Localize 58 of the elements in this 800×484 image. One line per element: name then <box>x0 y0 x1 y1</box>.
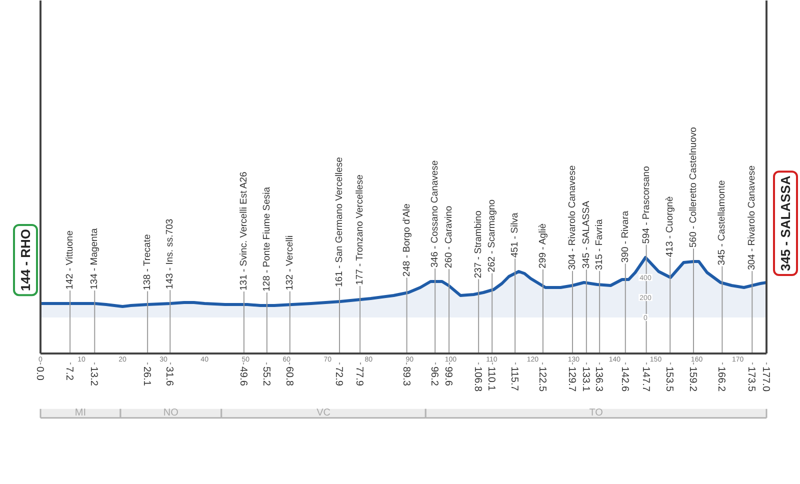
ref-line-label: 451 - Silva <box>510 212 521 258</box>
ref-line-label: 134 - Magenta <box>89 228 100 290</box>
series-label: MI <box>74 408 86 419</box>
series-label: VC <box>316 408 330 419</box>
ref-line-label: 345 - Castellamonte <box>716 180 728 266</box>
x2-tick-label: 0.0 <box>34 366 45 381</box>
ref-line-label: 304 - Rivarolo Canavese <box>566 165 578 270</box>
x2-tick-label: 96.2 <box>428 366 440 386</box>
x2-tick-label: 166.2 <box>716 366 727 392</box>
ref-line-label: 128 - Ponte Fiume Sesia <box>261 186 272 292</box>
annotation: 144 - RHO <box>18 228 33 292</box>
x2-tick-label: 7.2 <box>64 366 75 381</box>
x2-tick-label: 72.9 <box>333 366 344 386</box>
x2-tick-label: 147.7 <box>640 366 651 392</box>
x2-tick-label: 159.2 <box>686 366 698 392</box>
x2-tick-label: 136.3 <box>593 366 604 392</box>
ref-line-label: 177 - Tronzano Vercellese <box>354 174 366 285</box>
x2-tick-label: 31.6 <box>164 366 175 386</box>
ref-line-label: 237 - Strambino <box>473 210 484 278</box>
x2-tick-label: 142.6 <box>618 366 630 392</box>
ref-line-label: 345 - SALASSA <box>580 200 592 269</box>
ref-line-label: 413 - Cuorgnè <box>664 196 676 258</box>
x2-tick-label: 49.6 <box>237 366 248 386</box>
series-label: NO <box>163 408 179 419</box>
ref-line-label: 594 - Prascorsano <box>640 166 652 244</box>
x2-tick-label: 133.1 <box>580 366 591 392</box>
x2-tick-label: 115.7 <box>508 366 520 392</box>
ref-line-label: 304 - Rivarolo Canavese <box>746 165 758 270</box>
x2-tick-label: 99.6 <box>442 366 454 386</box>
x2-tick-label: 106.8 <box>472 366 484 392</box>
x2-tick-label: 26.1 <box>141 366 152 386</box>
ref-line-label: 132 - Vercelli <box>284 235 296 290</box>
ref-line-label: 346 - Cossano Canavese <box>430 160 441 268</box>
ref-line-label: 390 - Rivara <box>620 210 631 263</box>
annotation: 345 - SALASSA <box>778 175 793 271</box>
ref-line-label: 248 - Borgo d'Ale <box>401 204 412 277</box>
ref-line-label: 143 - Ins. ss.703 <box>164 218 176 290</box>
ref-line-label: 560 - Colleretto Castelnuovo <box>688 127 699 248</box>
x2-tick-label: 89.3 <box>400 366 412 386</box>
ref-line-label: 131 - Svinc. Vercelli Est A26 <box>238 172 250 290</box>
ref-line-label: 260 - Caravino <box>444 206 455 268</box>
x2-tick-label: 77.9 <box>354 366 365 386</box>
x2-tick-label: 153.5 <box>664 366 675 392</box>
ref-line-label: 299 - Agliè <box>537 223 548 268</box>
x2-tick-label: 122.5 <box>536 366 548 392</box>
x2-tick-label: 55.2 <box>260 366 272 386</box>
ref-line-label: 262 - Scarmagno <box>486 199 498 272</box>
x2-tick-label: 110.1 <box>486 366 497 392</box>
ref-line-label: 142 - Vittuone <box>64 230 76 290</box>
x2-tick-label: 13.2 <box>88 366 100 386</box>
x2-tick-label: 129.7 <box>566 366 577 392</box>
ref-line-label: 161 - San Germano Vercellese <box>334 157 346 287</box>
x2-tick-label: 177.0 <box>760 366 771 392</box>
x2-tick-label: 60.8 <box>283 366 294 386</box>
series-label: TO <box>589 408 604 419</box>
ref-line-label: 315 - Favria <box>594 218 606 270</box>
ref-line-label: 138 - Trecate <box>142 234 154 290</box>
x2-tick-label: 173.5 <box>746 366 757 392</box>
